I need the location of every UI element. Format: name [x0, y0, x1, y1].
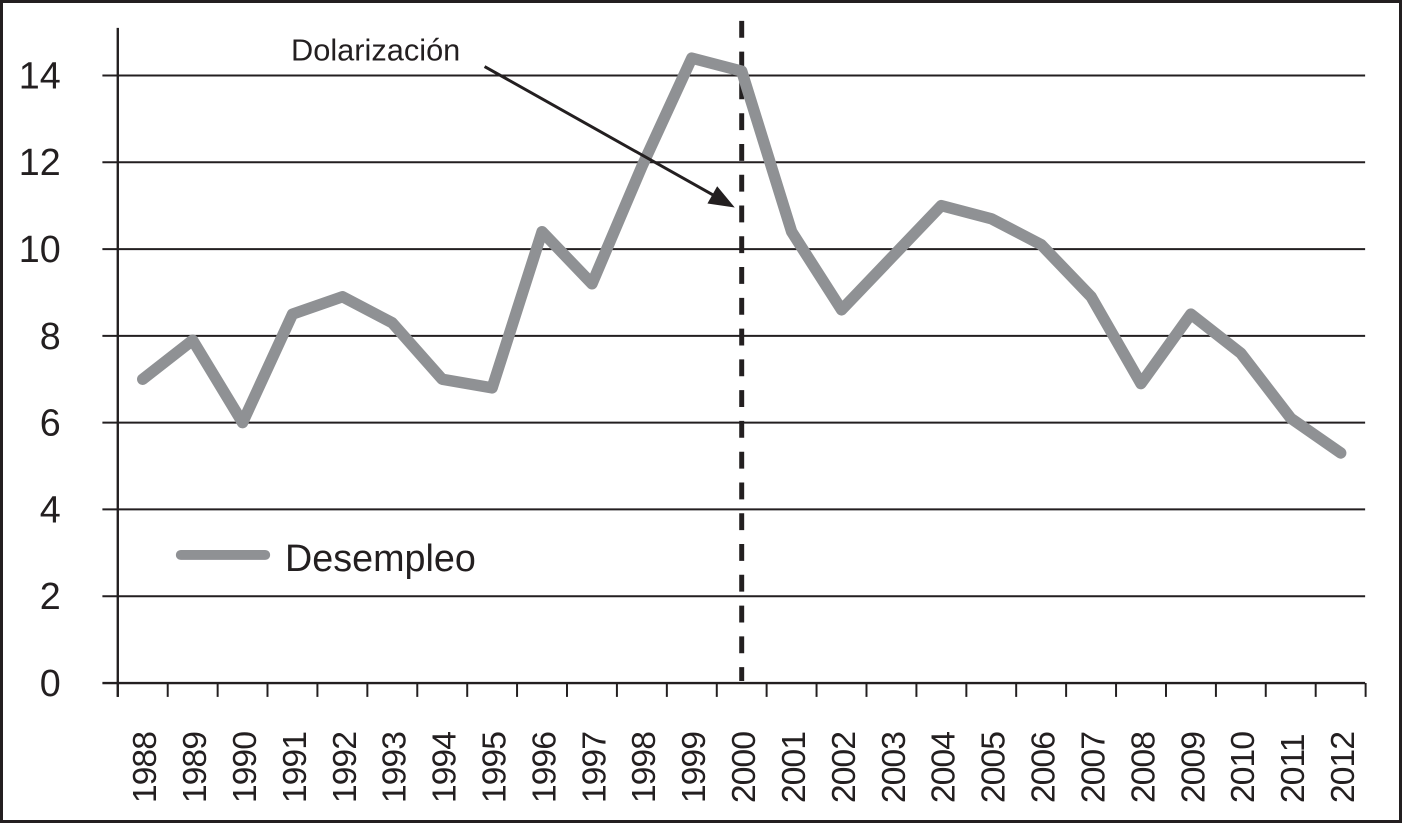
- x-year-label-1990: 1990: [226, 732, 264, 803]
- y-tick-label-6: 6: [40, 402, 61, 444]
- x-year-label-1997: 1997: [575, 732, 613, 803]
- annotation-arrow: [483, 65, 735, 208]
- y-tick-label-10: 10: [19, 228, 61, 270]
- y-tick-label-2: 2: [40, 575, 61, 617]
- annotation-label: Dolarización: [291, 33, 460, 68]
- x-year-label-2010: 2010: [1224, 732, 1262, 803]
- x-year-label-1988: 1988: [126, 732, 164, 803]
- y-tick-label-14: 14: [19, 54, 61, 96]
- x-year-label-2005: 2005: [975, 732, 1013, 803]
- y-tick-label-0: 0: [40, 662, 61, 704]
- y-axis-tick-labels: 0 2 4 6 8 10 12 14: [19, 54, 61, 704]
- x-year-label-1998: 1998: [625, 732, 663, 803]
- annotation-arrow-shaft: [483, 65, 717, 198]
- x-year-label-2002: 2002: [825, 732, 863, 803]
- desempleo-series-line: [136, 52, 1347, 459]
- x-year-label-2004: 2004: [925, 732, 963, 803]
- y-tick-label-8: 8: [40, 315, 61, 357]
- x-year-label-2001: 2001: [775, 732, 813, 803]
- x-year-label-2006: 2006: [1025, 732, 1063, 803]
- x-year-label-1994: 1994: [426, 732, 464, 803]
- x-axis-year-labels: 1988 1989 1990 1991 1992 1993 1994 1995 1996 1997…: [126, 732, 1362, 803]
- x-year-label-2012: 2012: [1324, 732, 1362, 803]
- x-year-label-1999: 1999: [675, 732, 713, 803]
- annotation-arrowhead: [707, 186, 735, 208]
- x-year-label-2003: 2003: [875, 732, 913, 803]
- x-year-label-1992: 1992: [326, 732, 364, 803]
- x-year-label-2009: 2009: [1174, 732, 1212, 803]
- unemployment-line-chart: 0 2 4 6 8 10 12 14 1988 1989 1990 1991 1992 1993 1994…: [19, 20, 1367, 803]
- x-year-label-1996: 1996: [525, 732, 563, 803]
- gridlines: [102, 74, 1366, 685]
- x-year-label-1993: 1993: [376, 732, 414, 803]
- legend-label: Desempleo: [285, 537, 476, 579]
- x-axis-ticks: [116, 683, 1367, 697]
- legend: Desempleo: [175, 537, 476, 579]
- x-year-label-1989: 1989: [176, 732, 214, 803]
- x-year-label-2008: 2008: [1124, 732, 1162, 803]
- x-year-label-2011: 2011: [1274, 734, 1312, 803]
- x-year-label-2000: 2000: [725, 732, 763, 803]
- y-tick-label-12: 12: [19, 141, 61, 183]
- x-year-label-1995: 1995: [476, 732, 514, 803]
- y-tick-label-4: 4: [40, 488, 61, 530]
- x-year-label-2007: 2007: [1075, 732, 1113, 803]
- x-year-label-1991: 1991: [276, 732, 314, 803]
